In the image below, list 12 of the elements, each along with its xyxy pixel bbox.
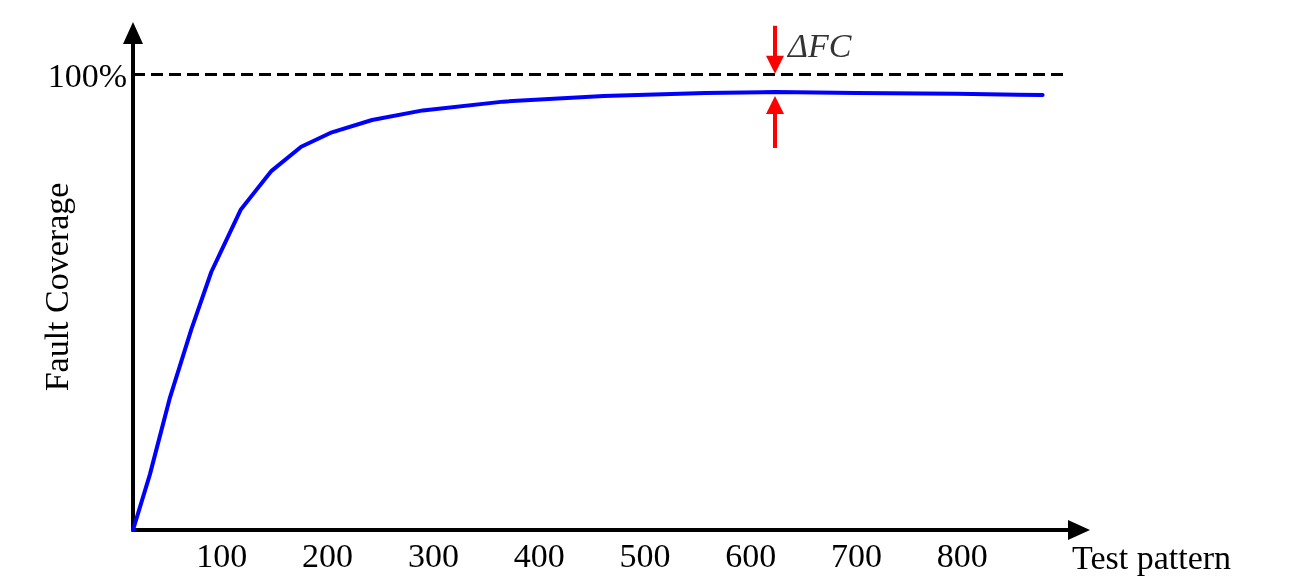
x-tick-label: 700 <box>830 536 882 574</box>
x-axis-title: Test pattern <box>1072 538 1232 576</box>
x-tick-label: 100 <box>196 536 248 574</box>
x-tick-label: 500 <box>619 536 671 574</box>
annotation: ΔFC <box>786 27 852 65</box>
text: 100% <box>47 57 127 95</box>
x-tick-label: 200 <box>302 536 354 574</box>
x-tick-label: 600 <box>725 536 777 574</box>
x-tick-label: 800 <box>936 536 988 574</box>
y-axis-title: Fault Coverage <box>37 182 75 392</box>
x-tick-label: 400 <box>513 536 565 574</box>
x-tick-label: 300 <box>407 536 459 574</box>
